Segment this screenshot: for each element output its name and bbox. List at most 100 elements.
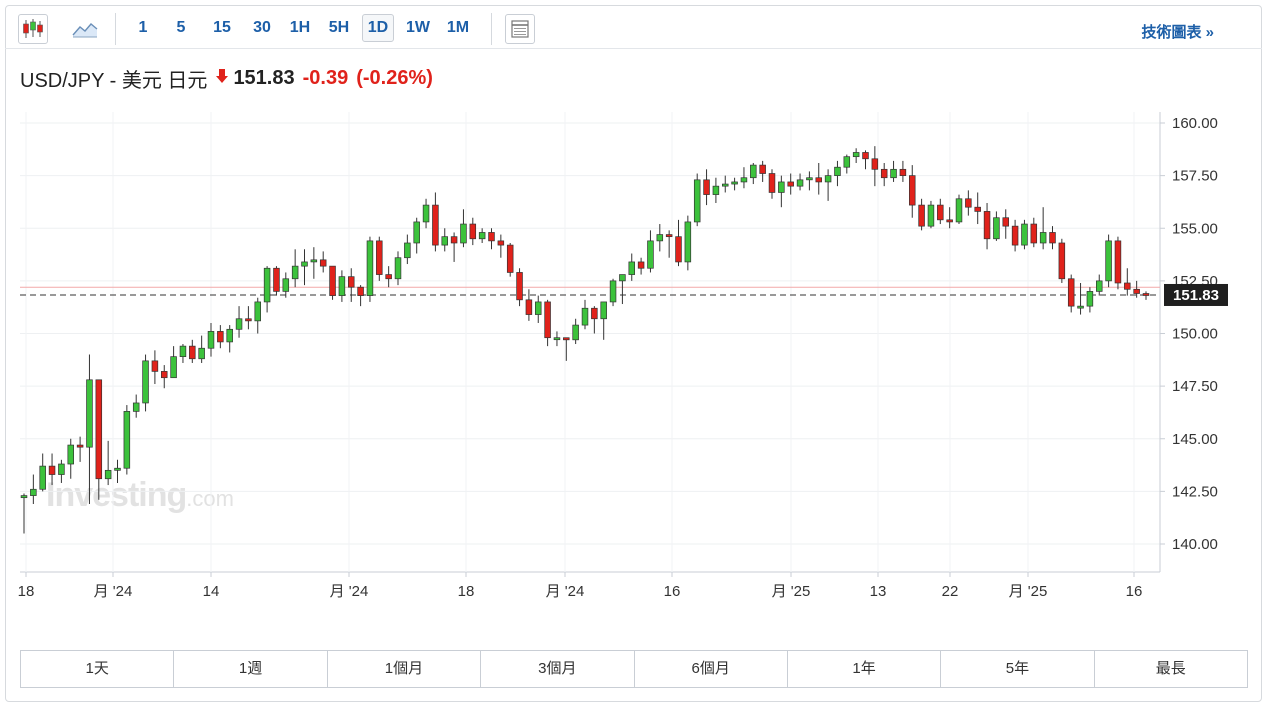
candle bbox=[263, 266, 271, 313]
candle bbox=[516, 268, 523, 307]
candle-body bbox=[235, 318, 243, 330]
period-max[interactable]: 最長 bbox=[1155, 660, 1186, 677]
x-tick-label: 14 bbox=[203, 583, 220, 600]
x-tick-label: 16 bbox=[664, 583, 681, 600]
period-1y[interactable]: 1年 bbox=[788, 651, 942, 687]
candle-body bbox=[432, 204, 439, 246]
candle bbox=[39, 453, 46, 492]
candle-body bbox=[731, 181, 738, 185]
interval-1h-button[interactable]: 1H bbox=[289, 19, 311, 36]
interval-1-button[interactable]: 1 bbox=[138, 19, 148, 36]
candle bbox=[357, 285, 364, 307]
candle-body bbox=[890, 168, 897, 179]
quote-header: USD/JPY - 美元 日元 151.83 -0.39 (-0.26%) bbox=[20, 64, 433, 92]
candlestick-chart[interactable]: 160.00157.50155.00152.50150.00147.50145.… bbox=[0, 0, 1268, 640]
candle bbox=[880, 162, 888, 187]
table-icon[interactable] bbox=[505, 14, 535, 44]
interval-5h-button[interactable]: 5H bbox=[328, 19, 350, 36]
candle-body bbox=[703, 179, 710, 195]
candle-body bbox=[76, 444, 84, 448]
period-3m[interactable]: 3個月 bbox=[481, 651, 635, 687]
candle bbox=[937, 198, 944, 225]
candle-body bbox=[39, 465, 46, 490]
period-selector: 1天 1週 1個月 3個月 6個月 1年 5年 最長 bbox=[20, 650, 1248, 688]
interval-1w-button[interactable]: 1W bbox=[406, 19, 430, 36]
candle-body bbox=[628, 261, 635, 275]
candle bbox=[955, 194, 963, 225]
toolbar-divider bbox=[115, 13, 116, 45]
candle-body bbox=[862, 152, 869, 160]
candle-body bbox=[348, 276, 355, 288]
candle-body bbox=[750, 164, 757, 179]
x-tick-label: 18 bbox=[458, 583, 475, 600]
candle bbox=[441, 228, 448, 252]
interval-15-button[interactable]: 15 bbox=[213, 19, 231, 36]
candle-body bbox=[740, 177, 748, 183]
candle-body bbox=[67, 444, 74, 465]
candle-body bbox=[301, 261, 308, 267]
candle-body bbox=[329, 265, 336, 296]
period-1w[interactable]: 1週 bbox=[174, 651, 328, 687]
candle-body bbox=[600, 301, 607, 320]
interval-5-button[interactable]: 5 bbox=[176, 19, 186, 36]
candle bbox=[993, 211, 1000, 241]
candle bbox=[235, 306, 243, 338]
x-tick-label: 月 '24 bbox=[330, 583, 369, 600]
technical-chart-link[interactable]: 技術圖表 » bbox=[1141, 24, 1214, 41]
candle bbox=[376, 236, 383, 281]
interval-1m-button[interactable]: 1M bbox=[446, 19, 470, 36]
candle bbox=[329, 265, 336, 300]
candle-body bbox=[488, 232, 495, 242]
chart-toolbar: 1 5 15 30 1H 5H 1D 1W 1M 技術圖表 » bbox=[5, 5, 1262, 49]
candle-body bbox=[1021, 223, 1028, 246]
period-1d[interactable]: 1天 bbox=[21, 651, 175, 687]
candle-body bbox=[30, 488, 37, 496]
candle bbox=[1124, 268, 1131, 296]
candle-body bbox=[871, 158, 879, 170]
period-5y[interactable]: 5年 bbox=[941, 651, 1095, 687]
candle-body bbox=[637, 261, 645, 269]
candle bbox=[909, 165, 916, 218]
candle-body bbox=[58, 463, 65, 475]
candle bbox=[824, 169, 832, 201]
interval-30-button[interactable]: 30 bbox=[253, 19, 271, 36]
period-1m[interactable]: 1個月 bbox=[328, 651, 482, 687]
candle bbox=[806, 171, 813, 191]
candlestick-icon[interactable] bbox=[18, 14, 48, 44]
candle bbox=[965, 190, 972, 216]
candle bbox=[759, 160, 766, 182]
period-6m[interactable]: 6個月 bbox=[635, 651, 788, 687]
candle-body bbox=[983, 211, 991, 240]
candle-body bbox=[20, 495, 28, 499]
candle-body bbox=[506, 244, 514, 273]
candle bbox=[890, 160, 897, 182]
candle bbox=[67, 438, 74, 479]
candle bbox=[114, 459, 121, 483]
candle bbox=[918, 198, 925, 231]
interval-1d-button[interactable]: 1D bbox=[362, 14, 394, 42]
candle bbox=[30, 474, 37, 505]
x-tick-label: 16 bbox=[1126, 583, 1143, 600]
candle-body bbox=[525, 299, 533, 315]
instrument-title: USD/JPY - 美元 日元 bbox=[20, 70, 208, 92]
candle bbox=[1133, 280, 1140, 298]
candle-body bbox=[759, 164, 766, 174]
candle-body bbox=[544, 301, 551, 339]
line-chart-icon[interactable] bbox=[71, 18, 99, 40]
candle-body bbox=[563, 337, 570, 341]
candle-body bbox=[965, 198, 972, 208]
candle-body bbox=[796, 179, 804, 187]
candle bbox=[525, 289, 533, 321]
y-tick-label: 157.50 bbox=[1172, 168, 1218, 185]
candle bbox=[553, 331, 561, 347]
candle bbox=[170, 346, 177, 379]
candle-body bbox=[460, 223, 467, 244]
candle bbox=[656, 224, 664, 252]
candle bbox=[404, 234, 411, 265]
candle-body bbox=[104, 469, 112, 480]
candle bbox=[254, 297, 261, 334]
candle bbox=[497, 234, 505, 258]
candle-body bbox=[291, 265, 299, 280]
candle bbox=[563, 337, 570, 361]
candle-body bbox=[647, 240, 654, 269]
